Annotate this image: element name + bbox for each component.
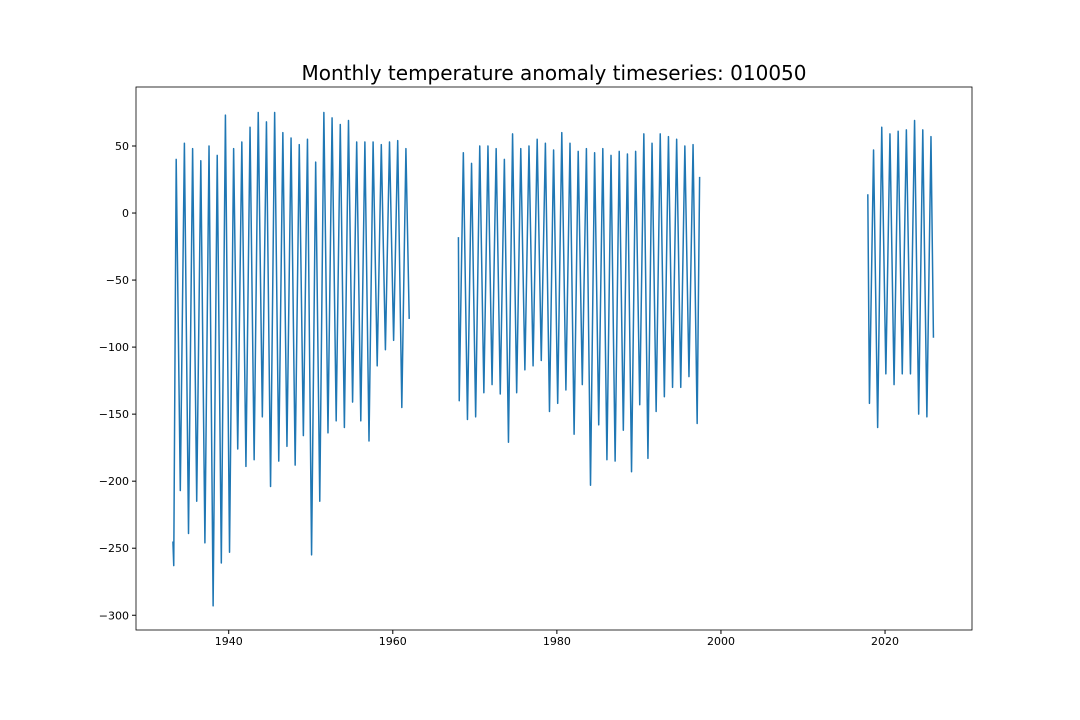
chart-title: Monthly temperature anomaly timeseries: … bbox=[301, 61, 806, 85]
y-tick-label: −300 bbox=[99, 609, 129, 622]
y-tick-label: −250 bbox=[99, 542, 129, 555]
y-tick-label: −200 bbox=[99, 475, 129, 488]
y-tick-label: 50 bbox=[115, 140, 129, 153]
plot-frame bbox=[135, 86, 973, 631]
line-series bbox=[172, 111, 935, 607]
y-tick-label: −100 bbox=[99, 341, 129, 354]
y-tick-label: 0 bbox=[122, 207, 129, 220]
x-tick-label: 1960 bbox=[379, 635, 407, 648]
x-tick-label: 1940 bbox=[215, 635, 243, 648]
y-tick-label: −50 bbox=[106, 274, 129, 287]
y-tick-label: −150 bbox=[99, 408, 129, 421]
x-tick-label: 1980 bbox=[543, 635, 571, 648]
x-tick-label: 2000 bbox=[707, 635, 735, 648]
x-tick-label: 2020 bbox=[871, 635, 899, 648]
